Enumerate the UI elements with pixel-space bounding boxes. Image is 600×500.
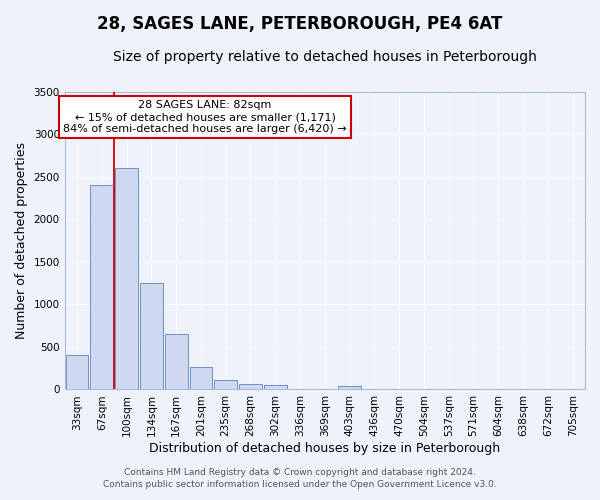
Bar	[338, 386, 361, 390]
Text: Contains HM Land Registry data © Crown copyright and database right 2024.
Contai: Contains HM Land Registry data © Crown c…	[103, 468, 497, 489]
Bar	[140, 283, 163, 390]
Text: 28, SAGES LANE, PETERBOROUGH, PE4 6AT: 28, SAGES LANE, PETERBOROUGH, PE4 6AT	[97, 15, 503, 33]
X-axis label: Distribution of detached houses by size in Peterborough: Distribution of detached houses by size …	[149, 442, 500, 455]
Title: Size of property relative to detached houses in Peterborough: Size of property relative to detached ho…	[113, 50, 537, 64]
Bar	[91, 185, 113, 390]
Bar	[65, 356, 88, 390]
Bar	[190, 368, 212, 390]
Bar	[115, 168, 138, 390]
Bar	[264, 385, 287, 390]
Y-axis label: Number of detached properties: Number of detached properties	[15, 142, 28, 339]
Bar	[165, 334, 188, 390]
Text: 28 SAGES LANE: 82sqm
← 15% of detached houses are smaller (1,171)
84% of semi-de: 28 SAGES LANE: 82sqm ← 15% of detached h…	[64, 100, 347, 134]
Bar	[214, 380, 237, 390]
Bar	[239, 384, 262, 390]
